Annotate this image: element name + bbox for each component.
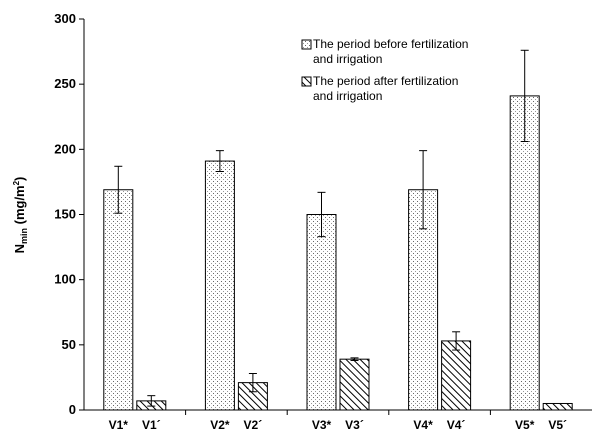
category-label-V1´: V1´ (142, 418, 161, 432)
bar-V5* (509, 95, 540, 411)
category-label-V3´: V3´ (345, 418, 364, 432)
error-bars (114, 49, 529, 407)
y-tick-label: 300 (54, 11, 76, 26)
y-tick-label: 100 (54, 272, 76, 287)
bar-V3´ (339, 358, 370, 411)
y-axis-title-main: N (12, 244, 27, 253)
y-tick-label: 250 (54, 76, 76, 91)
category-labels: V1* V2* V3* V4* V5* V1´ V2´ V3´ V4´ V5´ (109, 418, 567, 432)
bar-V5´ (542, 402, 573, 411)
category-label-V2*: V2* (210, 418, 230, 432)
category-label-V2´: V2´ (244, 418, 263, 432)
bar-V4´ (441, 340, 472, 411)
bar-V2* (204, 160, 235, 411)
legend-label-after-line2: and irrigation (313, 89, 382, 103)
y-tick-label: 150 (54, 207, 76, 222)
y-ticks: 0 50 100 150 200 250 300 (54, 11, 84, 417)
category-label-V4´: V4´ (447, 418, 466, 432)
category-label-V5´: V5´ (548, 418, 567, 432)
y-axis-title-sup: 2 (12, 180, 21, 185)
bars (103, 95, 573, 411)
y-axis-title-sub: min (19, 228, 29, 244)
y-axis-title-close: ) (12, 177, 27, 181)
legend-label-before-line2: and irrigation (313, 52, 382, 66)
legend-label-before-line1: The period before fertilization (313, 37, 468, 51)
y-tick-label: 50 (62, 337, 76, 352)
legend-swatch-after (301, 76, 312, 87)
bar-V3* (306, 214, 337, 411)
category-label-V3*: V3* (312, 418, 332, 432)
y-axis-title: Nmin (mg/m2) (12, 177, 29, 254)
bar-V1* (103, 189, 134, 411)
y-tick-label: 200 (54, 141, 76, 156)
legend: The period before fertilization and irri… (301, 37, 472, 103)
legend-swatch-before (301, 39, 312, 50)
category-label-V1*: V1* (109, 418, 129, 432)
category-label-V4*: V4* (413, 418, 433, 432)
legend-label-before: The period before fertilization and irri… (313, 37, 472, 66)
category-label-V5*: V5* (515, 418, 535, 432)
legend-label-after: The period after fertilization and irrig… (313, 74, 462, 103)
y-tick-label: 0 (69, 402, 76, 417)
bar-V4* (408, 189, 439, 411)
legend-label-after-line1: The period after fertilization (313, 74, 458, 88)
y-axis-title-unit: (mg/m (12, 185, 27, 228)
